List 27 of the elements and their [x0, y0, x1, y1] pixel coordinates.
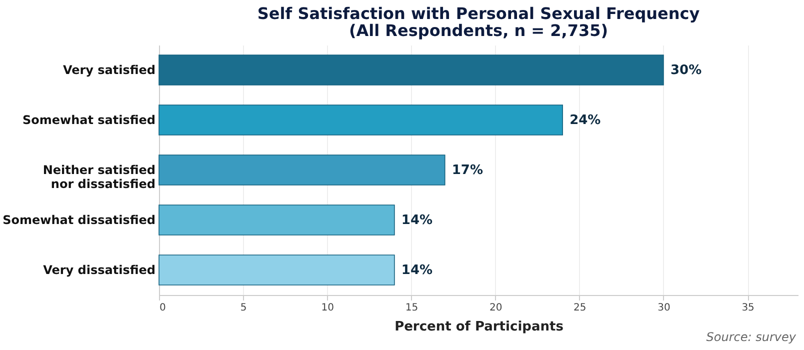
- y-tick-label: Neither satisfied nor dissatisfied: [42, 163, 156, 191]
- y-tick-label: Very satisfied: [62, 63, 156, 77]
- source-note: Source: survey: [706, 330, 796, 344]
- x-tick-label: 15: [405, 302, 418, 314]
- y-tick-label: Somewhat dissatisfied: [2, 213, 156, 227]
- data-label: 30%: [670, 63, 702, 78]
- x-tick-label: 30: [658, 302, 670, 314]
- x-tick-label: 20: [489, 302, 502, 314]
- x-axis-title: Percent of Participants: [394, 320, 564, 334]
- data-label: 24%: [570, 113, 601, 128]
- y-tick-label: Somewhat satisfied: [22, 113, 156, 127]
- data-label: 17%: [452, 163, 483, 178]
- x-tick-label: 5: [240, 302, 247, 314]
- data-label: 14%: [401, 213, 433, 228]
- x-tick-label: 10: [321, 302, 334, 314]
- chart-title: Self Satisfaction with Personal Sexual Frequency: [257, 4, 700, 23]
- chart-subtitle: (All Respondents, n = 2,735): [348, 21, 608, 40]
- bar: [158, 154, 446, 186]
- bar: [158, 254, 395, 286]
- data-label: 14%: [401, 263, 433, 278]
- x-tick-label: 25: [574, 302, 586, 314]
- y-tick-label: Very dissatisfied: [43, 263, 156, 277]
- bar: [158, 104, 563, 136]
- bar: [158, 204, 395, 236]
- bar: [158, 54, 664, 86]
- x-tick-label: 0: [160, 302, 166, 314]
- x-tick-label: 35: [742, 302, 754, 314]
